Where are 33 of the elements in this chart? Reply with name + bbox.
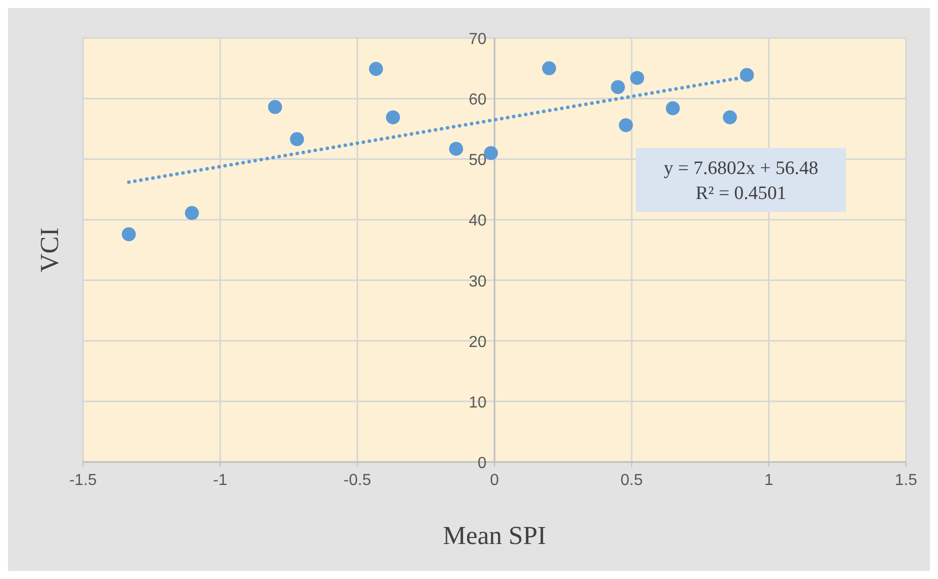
point	[122, 227, 136, 242]
y-tick-label: 0	[478, 455, 487, 472]
x-tick-label: -0.5	[344, 472, 372, 489]
x-tick-label: 0	[490, 472, 500, 489]
y-axis-title: VCI	[35, 228, 64, 272]
y-tick-label: 50	[468, 152, 487, 170]
point	[449, 142, 464, 156]
x-tick-label: -1	[213, 472, 228, 489]
y-tick-label: 20	[468, 334, 487, 351]
y-tick-label: 40	[468, 212, 487, 230]
point	[722, 110, 737, 124]
y-tick-label: 70	[468, 31, 487, 48]
point	[386, 110, 400, 124]
point	[268, 100, 282, 114]
x-tick-label: 0.5	[620, 472, 643, 489]
point	[610, 80, 625, 94]
y-tick-label: 10	[468, 394, 487, 412]
annotation: y = 7.6802x + 56.48	[664, 158, 818, 179]
point	[740, 68, 754, 82]
annotation: R² = 0.4501	[696, 183, 786, 204]
point	[184, 206, 199, 220]
point	[368, 62, 383, 76]
point	[542, 61, 556, 76]
x-axis-title: Mean SPI	[442, 521, 546, 550]
y-tick-label: 30	[468, 273, 487, 290]
point	[290, 132, 304, 146]
point	[630, 70, 644, 85]
point	[666, 101, 680, 116]
x-tick-label: -1.5	[69, 472, 97, 489]
x-tick-label: 1	[764, 472, 774, 489]
y-tick-label: 60	[468, 92, 487, 109]
x-tick-label: 1.5	[894, 472, 918, 489]
point	[618, 118, 633, 132]
